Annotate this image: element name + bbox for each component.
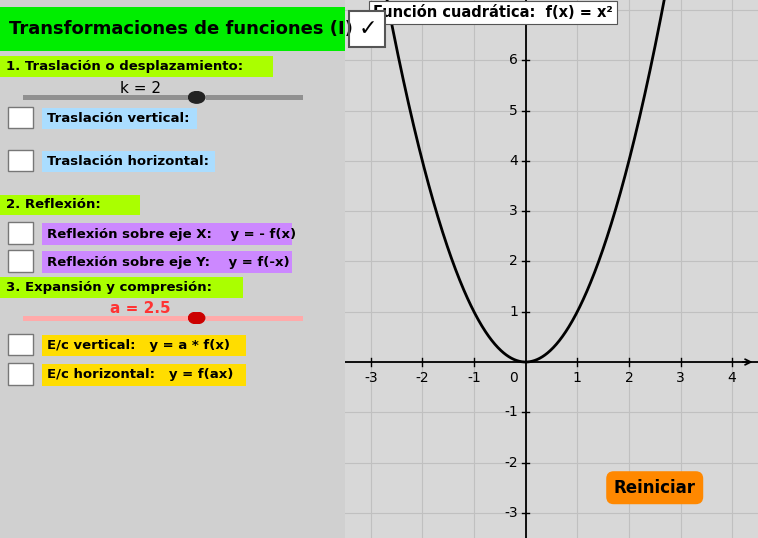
Text: Transformaciones de funciones (I): Transformaciones de funciones (I) bbox=[9, 20, 353, 38]
Text: -3: -3 bbox=[364, 371, 377, 385]
Text: 7: 7 bbox=[509, 3, 518, 17]
Text: Reflexión sobre eje Y:    y = f(-x): Reflexión sobre eje Y: y = f(-x) bbox=[47, 256, 290, 268]
Text: 1: 1 bbox=[573, 371, 581, 385]
Text: Reflexión sobre eje X:    y = - f(x): Reflexión sobre eje X: y = - f(x) bbox=[47, 228, 296, 240]
Text: 3. Expansión y compresión:: 3. Expansión y compresión: bbox=[6, 281, 212, 294]
Text: Reiniciar: Reiniciar bbox=[614, 479, 696, 497]
Circle shape bbox=[189, 91, 205, 103]
Text: 4: 4 bbox=[509, 154, 518, 168]
Circle shape bbox=[189, 312, 205, 324]
Text: 2: 2 bbox=[625, 371, 633, 385]
Text: 0: 0 bbox=[509, 371, 518, 385]
Text: ✓: ✓ bbox=[359, 19, 377, 39]
Text: 4: 4 bbox=[728, 371, 737, 385]
Text: Función cuadrática:  f(x) = x²: Función cuadrática: f(x) = x² bbox=[373, 5, 613, 20]
Text: -3: -3 bbox=[504, 506, 518, 520]
Text: 2. Reflexión:: 2. Reflexión: bbox=[6, 199, 101, 211]
Text: 1. Traslación o desplazamiento:: 1. Traslación o desplazamiento: bbox=[6, 60, 243, 73]
Text: 6: 6 bbox=[509, 53, 518, 67]
Text: 7: 7 bbox=[500, 12, 508, 26]
Text: -2: -2 bbox=[504, 456, 518, 470]
Text: E/c horizontal:   y = f(ax): E/c horizontal: y = f(ax) bbox=[47, 369, 233, 381]
Text: -1: -1 bbox=[504, 405, 518, 419]
Text: 3: 3 bbox=[509, 204, 518, 218]
Text: Traslación horizontal:: Traslación horizontal: bbox=[47, 155, 209, 168]
Text: y: y bbox=[532, 8, 540, 22]
Text: -2: -2 bbox=[415, 371, 429, 385]
Text: E/c vertical:   y = a * f(x): E/c vertical: y = a * f(x) bbox=[47, 339, 230, 352]
Text: 5: 5 bbox=[509, 104, 518, 118]
Text: -1: -1 bbox=[467, 371, 481, 385]
Text: 2: 2 bbox=[509, 254, 518, 268]
Text: 1: 1 bbox=[509, 305, 518, 318]
Text: a = 2.5: a = 2.5 bbox=[110, 301, 171, 316]
Text: 3: 3 bbox=[676, 371, 685, 385]
Text: k = 2: k = 2 bbox=[120, 81, 161, 96]
Text: Traslación vertical:: Traslación vertical: bbox=[47, 112, 190, 125]
